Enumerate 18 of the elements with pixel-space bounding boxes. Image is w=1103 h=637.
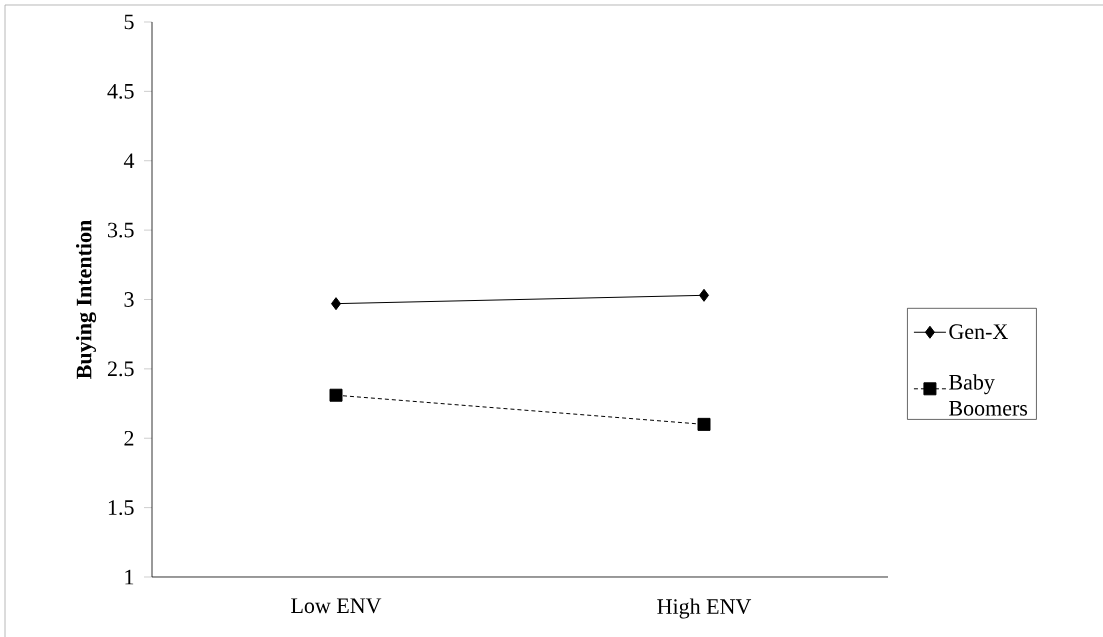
y-tick-label: 3: [124, 292, 134, 307]
point: [697, 417, 711, 431]
y-tick-label: 4.5: [107, 83, 134, 99]
point: [699, 288, 709, 302]
y-tick-label: 2: [124, 430, 134, 446]
legend-label: Gen-X: [949, 324, 1008, 340]
y-tick-label: 4: [123, 153, 135, 168]
x-tick-label: High ENV: [657, 598, 752, 619]
y-tick-label: 5: [124, 14, 134, 30]
point: [331, 297, 342, 311]
y-tick-label: 3.5: [108, 222, 134, 238]
point: [329, 388, 343, 402]
x-tick-label: Low ENV: [291, 598, 382, 614]
y-tick-label: 1.5: [108, 500, 134, 516]
legend-label: Baby Boomers: [949, 374, 1028, 416]
y-tick-label: 2.5: [107, 361, 134, 377]
y-axis-title: Buying Intention: [76, 220, 97, 379]
y-tick-label: 1: [125, 569, 134, 585]
